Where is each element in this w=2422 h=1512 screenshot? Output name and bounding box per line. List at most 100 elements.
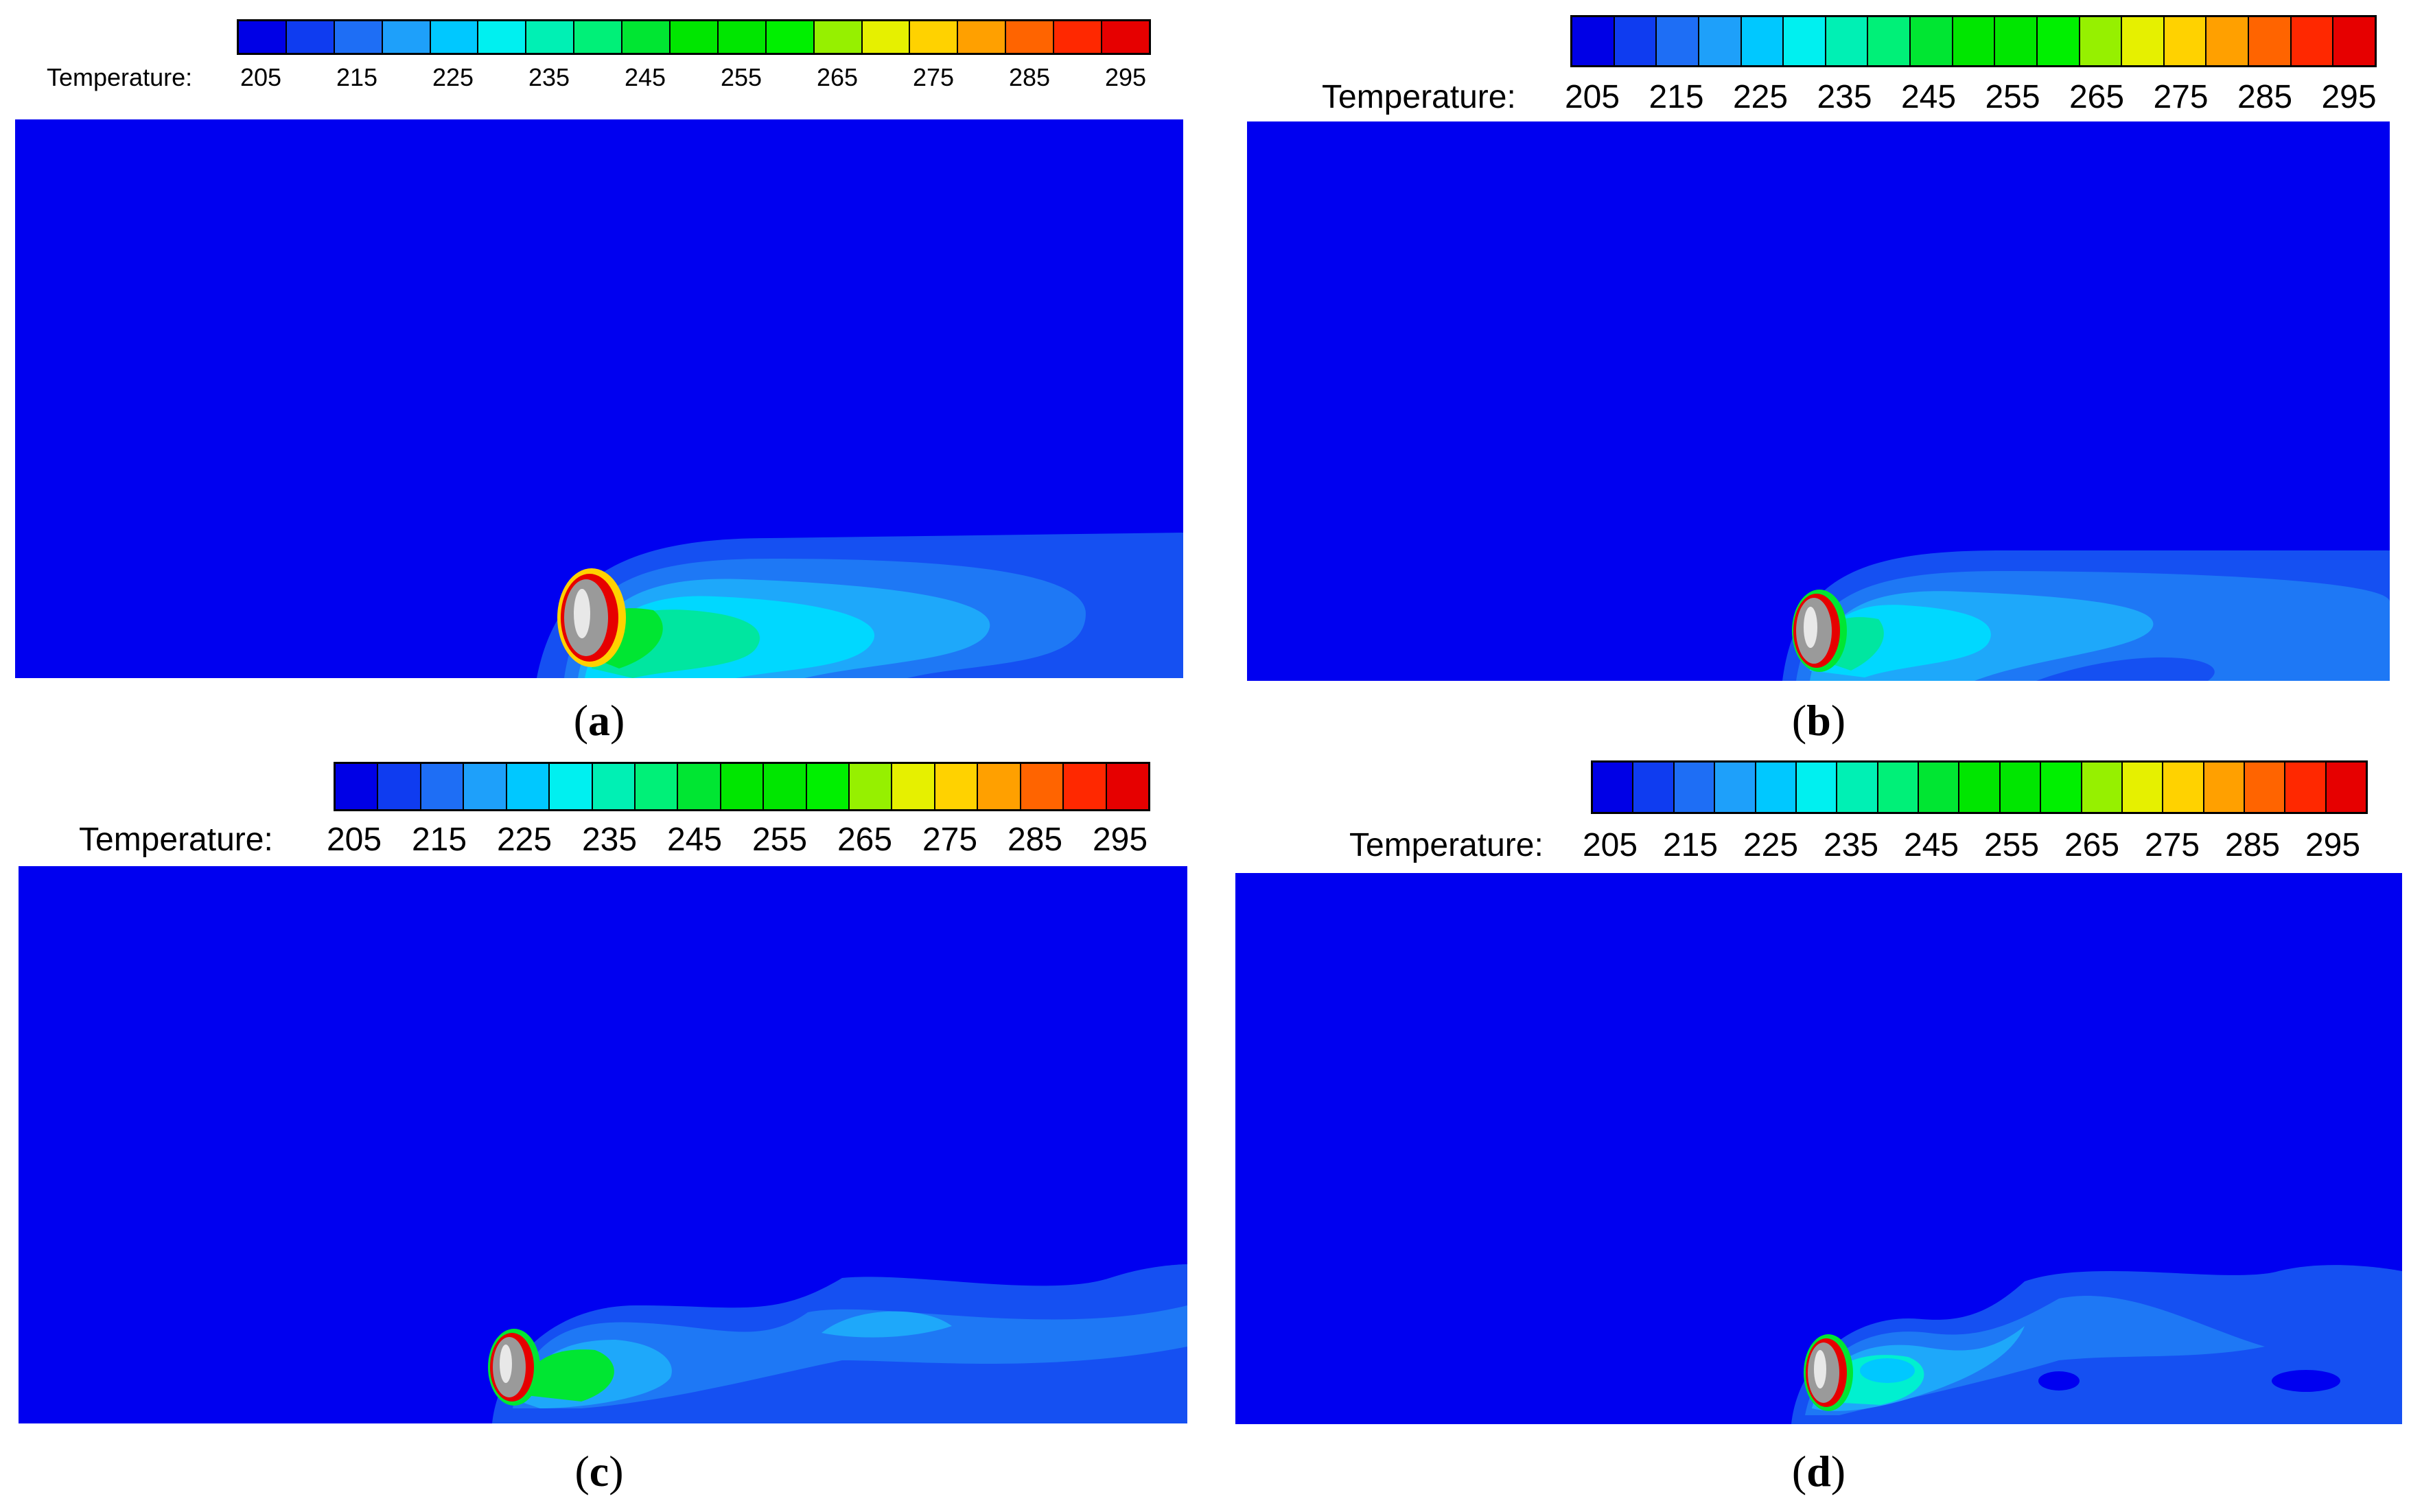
colorbar-swatch — [2326, 763, 2366, 812]
colorbar-swatch — [1614, 17, 1657, 65]
colorbar-tick-label: 275 — [2153, 79, 2209, 115]
colorbar-swatch — [2333, 17, 2375, 65]
colorbar-tick-label: 295 — [1104, 63, 1147, 91]
colorbar-swatch — [592, 764, 636, 809]
colorbar-swatch — [622, 21, 671, 53]
colorbar-tick-label: 255 — [1985, 79, 2040, 115]
colorbar-tick-label: 275 — [2144, 827, 2200, 863]
caption-b: (b) — [1791, 696, 1846, 745]
colorbar-swatch — [1756, 763, 1797, 812]
colorbar-swatch — [1593, 763, 1634, 812]
colorbar-tick-label: 205 — [326, 822, 382, 858]
colorbar-swatch — [892, 764, 935, 809]
colorbar-swatch — [1106, 764, 1149, 809]
colorbar-swatch — [2082, 763, 2123, 812]
colorbar-swatch — [1796, 763, 1838, 812]
colorbar-tick-label: 245 — [1903, 827, 1959, 863]
contour-plot-b — [1247, 121, 2390, 681]
colorbar-swatch — [910, 21, 959, 53]
colorbar-swatch — [935, 764, 979, 809]
colorbar-swatch — [526, 21, 575, 53]
colorbar-swatch — [1868, 17, 1911, 65]
colorbar-swatch — [671, 21, 719, 53]
eddy-1 — [2038, 1371, 2080, 1391]
wake-band-3b — [822, 1311, 952, 1338]
colorbar-tick-label: 285 — [2237, 79, 2293, 115]
contour-plot-d — [1235, 873, 2402, 1424]
colorbar-tick-label: 215 — [336, 63, 378, 91]
body-highlight-d — [1814, 1350, 1826, 1388]
colorbar-tick-label: 275 — [912, 63, 955, 91]
colorbar-swatch — [506, 764, 550, 809]
body-highlight-a — [574, 589, 590, 638]
colorbar-swatch — [1006, 21, 1055, 53]
colorbar-tick-label: 225 — [1732, 79, 1789, 115]
colorbar-tick-label: 285 — [1008, 63, 1051, 91]
colorbar-swatch — [2080, 17, 2123, 65]
colorbar-swatch — [764, 764, 807, 809]
colorbar-swatch — [1715, 763, 1756, 812]
colorbar-tick-label: 285 — [2224, 827, 2281, 863]
colorbar-swatch — [635, 764, 679, 809]
colorbar-swatch — [766, 21, 815, 53]
colorbar-label-c: Temperature: — [79, 822, 273, 858]
colorbar-swatch — [574, 21, 623, 53]
colorbar-tick-label: 235 — [1823, 827, 1879, 863]
colorbar-swatch — [2122, 763, 2164, 812]
caption-c: (c) — [574, 1447, 624, 1496]
colorbar-swatch — [2245, 763, 2286, 812]
colorbar-swatch — [1064, 764, 1107, 809]
vortex-d — [1860, 1358, 1915, 1383]
wake-band-4 — [520, 1349, 614, 1401]
colorbar-swatch — [978, 764, 1021, 809]
colorbar-swatch — [1878, 763, 1919, 812]
colorbar-swatch — [1919, 763, 1960, 812]
colorbar-tick-label: 215 — [1649, 79, 1704, 115]
colorbar-label-a: Temperature: — [47, 63, 193, 91]
colorbar-swatch — [1953, 17, 1996, 65]
colorbar-tick-label: 205 — [1564, 79, 1620, 115]
colorbar-swatch — [1633, 763, 1675, 812]
colorbar-swatch — [2041, 763, 2082, 812]
colorbar-tick-label: 205 — [240, 63, 282, 91]
colorbar-swatch — [1911, 17, 1953, 65]
colorbar-tick-label: 295 — [2305, 827, 2361, 863]
colorbar-swatch — [336, 764, 379, 809]
colorbar-swatch — [2291, 17, 2334, 65]
caption-d: (d) — [1791, 1447, 1846, 1496]
colorbar-tick-label: 235 — [1817, 79, 1872, 115]
colorbar-swatch — [2204, 763, 2245, 812]
colorbar-label-b: Temperature: — [1322, 79, 1516, 115]
colorbar-tick-label: 235 — [581, 822, 638, 858]
colorbar-c — [334, 762, 1150, 811]
colorbar-swatch — [1699, 17, 1742, 65]
colorbar-a — [237, 19, 1151, 55]
colorbar-swatch — [1784, 17, 1826, 65]
contour-plot-a — [15, 119, 1183, 678]
colorbar-tick-label: 245 — [666, 822, 723, 858]
colorbar-swatch — [958, 21, 1007, 53]
colorbar-tick-label: 245 — [1900, 79, 1957, 115]
colorbar-swatch — [1657, 17, 1699, 65]
caption-a: (a) — [573, 696, 625, 745]
wake-band-2 — [513, 1305, 1187, 1408]
colorbar-d — [1591, 760, 2368, 814]
colorbar-swatch — [2285, 763, 2327, 812]
colorbar-tick-label: 275 — [922, 822, 978, 858]
colorbar-swatch — [1021, 764, 1064, 809]
colorbar-tick-label: 205 — [1582, 827, 1638, 863]
colorbar-swatch — [718, 21, 767, 53]
colorbar-tick-label: 225 — [1743, 827, 1799, 863]
colorbar-tick-label: 265 — [816, 63, 859, 91]
colorbar-tick-label: 255 — [752, 822, 808, 858]
colorbar-tick-label: 295 — [1092, 822, 1148, 858]
colorbar-swatch — [806, 764, 850, 809]
colorbar-swatch — [239, 21, 287, 53]
colorbar-swatch — [286, 21, 335, 53]
colorbar-swatch — [2122, 17, 2165, 65]
colorbar-tick-label: 265 — [2064, 827, 2120, 863]
colorbar-tick-label: 265 — [2069, 79, 2125, 115]
colorbar-swatch — [2249, 17, 2292, 65]
body-highlight-b — [1804, 607, 1817, 648]
colorbar-swatch — [2000, 763, 2042, 812]
